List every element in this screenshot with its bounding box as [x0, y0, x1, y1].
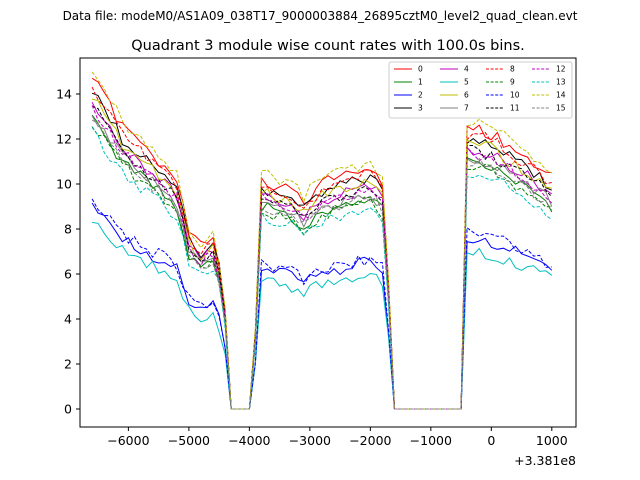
series-line-12 [91, 105, 553, 410]
legend-label-9: 9 [510, 78, 515, 87]
series-line-6 [91, 98, 552, 410]
legend-label-3: 3 [418, 104, 423, 113]
plot-area: −6000 −5000 −4000 −3000 −2000 −1000 0 1000 0 2 4 6… [56, 57, 577, 448]
y-tick-label: 12 [56, 132, 72, 147]
x-axis: −6000 −5000 −4000 −3000 −2000 −1000 0 1000 [107, 427, 568, 448]
legend-label-8: 8 [510, 65, 515, 74]
legend-label-1: 1 [418, 78, 423, 87]
axes-frame [79, 57, 577, 428]
y-tick-label: 4 [64, 312, 72, 327]
y-tick-label: 0 [64, 402, 72, 417]
x-offset-label: +3.381e8 [514, 453, 576, 468]
legend-label-5: 5 [464, 78, 469, 87]
legend-label-6: 6 [464, 91, 469, 100]
series-line-15 [91, 119, 553, 410]
y-tick-label: 6 [64, 267, 72, 282]
legend-label-2: 2 [418, 91, 423, 100]
series-line-1 [91, 114, 553, 410]
series-line-13 [91, 127, 553, 410]
series-line-4 [91, 101, 553, 410]
legend-label-14: 14 [556, 91, 566, 100]
legend-label-0: 0 [418, 65, 423, 74]
legend-label-13: 13 [556, 78, 566, 87]
series-line-3 [91, 92, 552, 410]
x-tick-label: −3000 [289, 433, 331, 448]
x-tick-label: −2000 [349, 433, 391, 448]
legend-label-12: 12 [556, 65, 566, 74]
series-line-14 [91, 71, 553, 410]
series-line-2 [91, 202, 553, 410]
legend-label-11: 11 [510, 104, 520, 113]
x-tick-label: −6000 [107, 433, 149, 448]
y-tick-label: 10 [56, 177, 72, 192]
series-line-5 [92, 221, 553, 410]
series-layer [91, 71, 553, 410]
y-tick-label: 8 [64, 222, 72, 237]
figure-suptitle: Data file: modeM0/AS1A09_038T17_90000038… [63, 9, 578, 23]
x-tick-label: −1000 [410, 433, 452, 448]
y-axis: 0 2 4 6 8 10 12 14 [56, 87, 80, 417]
y-tick-label: 14 [56, 87, 72, 102]
y-tick-label: 2 [64, 357, 72, 372]
x-tick-label: −5000 [168, 433, 210, 448]
series-line-11 [91, 105, 553, 410]
series-line-0 [91, 77, 552, 410]
x-tick-label: −4000 [228, 433, 270, 448]
series-line-9 [91, 126, 552, 410]
chart-title: Quadrant 3 module wise count rates with … [131, 38, 525, 54]
series-line-10 [91, 198, 552, 410]
legend-label-7: 7 [464, 104, 469, 113]
legend-label-10: 10 [510, 91, 520, 100]
x-tick-label: 0 [487, 433, 495, 448]
legend-label-4: 4 [464, 65, 469, 74]
x-tick-label: 1000 [536, 433, 568, 448]
series-line-8 [91, 86, 552, 410]
legend-label-15: 15 [556, 104, 566, 113]
legend-frame [388, 61, 573, 119]
